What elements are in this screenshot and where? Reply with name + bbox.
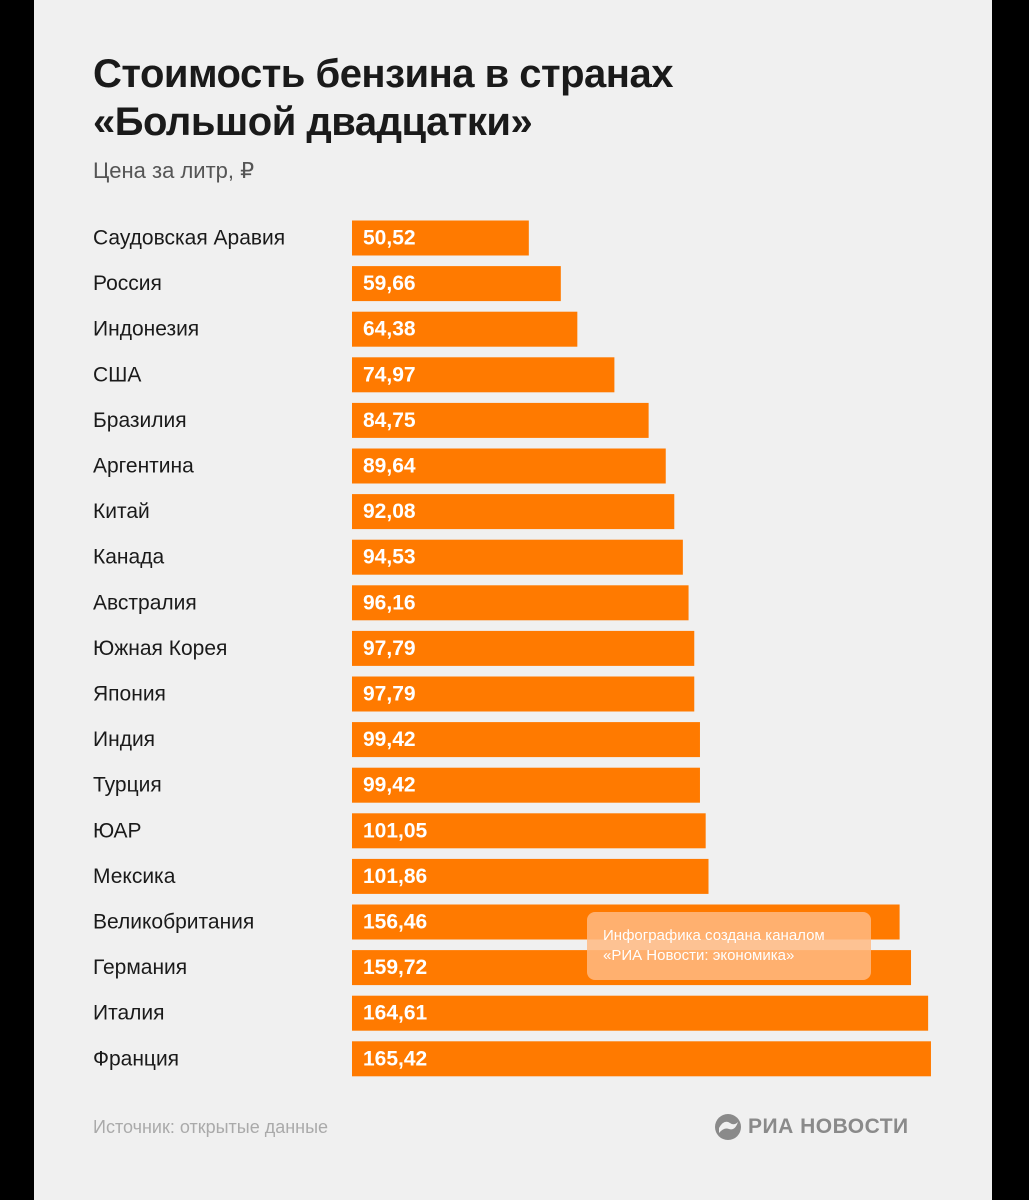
channel-credit-line-1: Инфографика создана каналом — [603, 927, 825, 944]
price-value-label: 94,53 — [363, 546, 416, 569]
price-value-label: 165,42 — [363, 1047, 427, 1070]
price-value-label: 74,97 — [363, 363, 416, 386]
country-label: Аргентина — [93, 455, 194, 478]
country-label: Турция — [93, 774, 162, 797]
country-label: Саудовская Аравия — [93, 227, 285, 250]
price-value-label: 84,75 — [363, 409, 416, 432]
price-value-label: 159,72 — [363, 956, 427, 979]
country-label: Мексика — [93, 865, 176, 888]
country-label: Австралия — [93, 591, 197, 614]
chart-title-line-1: Стоимость бензина в странах — [93, 52, 673, 96]
price-bar — [352, 676, 695, 712]
price-bar — [352, 266, 561, 302]
country-label: Индонезия — [93, 318, 199, 341]
country-label: Франция — [93, 1047, 179, 1070]
country-label: Китай — [93, 500, 150, 523]
price-value-label: 101,05 — [363, 819, 428, 842]
price-value-label: 164,61 — [363, 1002, 428, 1025]
chart-subtitle: Цена за литр, ₽ — [93, 158, 255, 183]
country-label: Южная Корея — [93, 637, 227, 660]
country-label: Канада — [93, 546, 164, 569]
chart-title-line-2: «Большой двадцатки» — [93, 100, 533, 144]
price-value-label: 50,52 — [363, 227, 416, 250]
country-label: Италия — [93, 1002, 165, 1025]
country-label: Германия — [93, 956, 187, 979]
country-label: Бразилия — [93, 409, 187, 432]
price-bar — [352, 813, 706, 849]
ria-novosti-logo-icon — [715, 1114, 741, 1140]
chart-title: Стоимость бензина в странах «Большой два… — [93, 50, 913, 146]
channel-credit-note: Инфографика создана каналом «РИА Новости… — [587, 912, 871, 980]
infographic-card: Стоимость бензина в странах «Большой два… — [34, 0, 992, 1200]
price-bar — [352, 494, 675, 530]
price-bar — [352, 402, 649, 438]
source-note: Источник: открытые данные — [93, 1117, 329, 1137]
price-bar — [352, 995, 929, 1031]
price-value-label: 96,16 — [363, 591, 416, 614]
price-value-label: 156,46 — [363, 911, 427, 934]
price-bar — [352, 767, 700, 803]
channel-credit-line-2: «РИА Новости: экономика» — [603, 947, 795, 964]
price-value-label: 97,79 — [363, 683, 416, 706]
country-label: Япония — [93, 683, 166, 706]
price-bar — [352, 220, 529, 256]
price-value-label: 101,86 — [363, 865, 427, 888]
price-bar — [352, 539, 683, 575]
price-value-label: 97,79 — [363, 637, 416, 660]
price-bar — [352, 311, 578, 347]
country-label: Великобритания — [93, 911, 254, 934]
country-label: США — [93, 363, 141, 386]
price-bar — [352, 448, 666, 484]
price-bar — [352, 1041, 931, 1077]
price-value-label: 89,64 — [363, 455, 416, 478]
price-value-label: 59,66 — [363, 272, 416, 295]
price-value-label: 64,38 — [363, 318, 416, 341]
country-label: ЮАР — [93, 819, 142, 842]
ria-novosti-logo: РИА НОВОСТИ — [714, 1110, 909, 1144]
price-bar — [352, 585, 689, 621]
price-bar — [352, 357, 615, 393]
price-bar — [352, 858, 709, 894]
bar-chart: Саудовская Аравия 50,52 Россия 59,66 Индонез… — [93, 220, 931, 1077]
country-label: Россия — [93, 272, 162, 295]
country-label: Индия — [93, 728, 155, 751]
price-value-label: 99,42 — [363, 774, 416, 797]
price-value-label: 92,08 — [363, 500, 416, 523]
price-bar — [352, 722, 700, 758]
price-bar — [352, 630, 695, 666]
ria-novosti-logo-text: РИА НОВОСТИ — [748, 1115, 909, 1138]
price-value-label: 99,42 — [363, 728, 416, 751]
